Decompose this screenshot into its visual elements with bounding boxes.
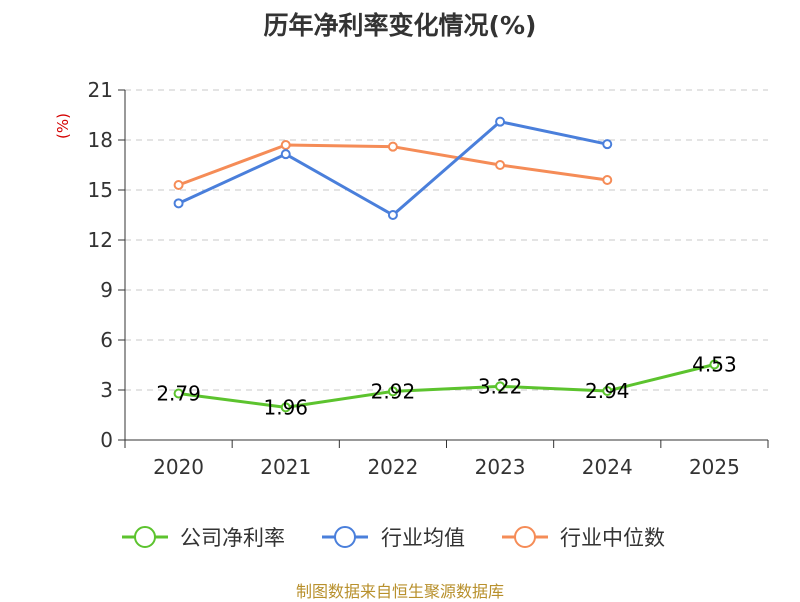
y-tick-label: 15 — [88, 178, 113, 202]
data-label: 2.92 — [371, 379, 416, 403]
data-point — [280, 149, 291, 160]
y-tick-label: 9 — [100, 278, 113, 302]
y-tick-label: 6 — [100, 328, 113, 352]
legend-marker — [334, 526, 356, 548]
x-tick-label: 2020 — [153, 455, 204, 479]
legend-marker — [514, 526, 536, 548]
data-label: 2.94 — [585, 379, 630, 403]
legend-label: 行业均值 — [381, 526, 465, 550]
y-tick-label: 18 — [88, 128, 113, 152]
data-point — [495, 160, 506, 170]
data-label: 2.79 — [156, 382, 201, 406]
legend-marker — [134, 526, 156, 548]
x-tick-label: 2024 — [582, 455, 633, 479]
data-point — [495, 116, 506, 127]
data-point — [173, 180, 184, 190]
series-line — [177, 120, 608, 217]
x-tick-label: 2021 — [260, 455, 311, 479]
data-point — [173, 388, 184, 399]
data-point — [495, 381, 506, 392]
data-point — [602, 139, 613, 150]
legend-label: 行业中位数 — [560, 526, 665, 550]
data-point — [387, 141, 398, 152]
series-line — [178, 363, 715, 409]
data-point — [387, 386, 398, 397]
y-tick-label: 21 — [88, 78, 113, 102]
y-tick-label: 0 — [100, 428, 113, 452]
data-point — [709, 359, 720, 370]
data-point — [602, 175, 613, 185]
data-point — [173, 198, 184, 209]
data-label: 1.96 — [263, 395, 308, 419]
y-tick-label: 12 — [88, 228, 113, 252]
chart-title: 历年净利率变化情况(%) — [263, 11, 537, 40]
data-source-note: 制图数据来自恒生聚源数据库 — [295, 582, 504, 601]
data-label: 3.22 — [478, 374, 523, 398]
data-point — [387, 210, 398, 220]
data-point — [280, 140, 291, 150]
data-label: 4.53 — [692, 353, 737, 377]
x-tick-label: 2025 — [689, 455, 740, 479]
x-tick-label: 2022 — [367, 455, 418, 479]
legend-label: 公司净利率 — [180, 526, 285, 550]
x-tick-label: 2023 — [475, 455, 526, 479]
data-point — [280, 402, 291, 413]
y-axis-label: (%) — [54, 113, 72, 139]
data-point — [602, 386, 613, 396]
y-tick-label: 3 — [100, 378, 113, 402]
